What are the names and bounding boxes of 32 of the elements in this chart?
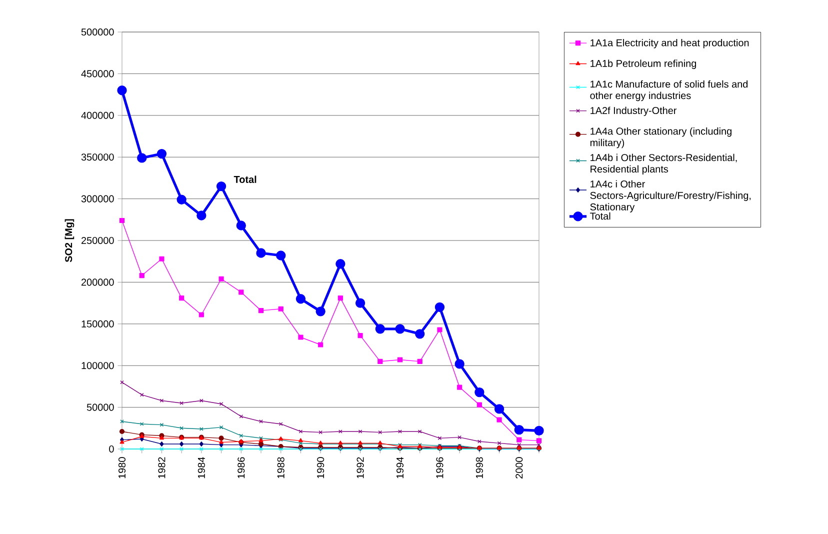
annotation: Total [234,176,256,183]
y-tick-label: 400000 [81,112,114,119]
legend-label: 1A1c Manufacture of solid fuels and other energy industries [590,80,748,102]
legend-label: 1A1b Petroleum refining [590,60,696,69]
x-tick-label: 1994 [396,457,404,478]
x-tick-label: 1996 [436,457,444,478]
legend-label: 1A4c i Other Sectors-Agriculture/Forestry/Fishing, Stationary [590,180,751,212]
y-tick-label: 500000 [81,28,114,36]
x-tick-label: 2000 [516,457,523,478]
legend-label: 1A1a Electricity and heat production [590,38,749,48]
x-tick-label: 1992 [356,457,364,478]
y-tick-label: 150000 [82,320,114,328]
legend-label: Total [590,212,610,220]
x-tick-label: 1988 [277,457,284,478]
y-tick-label: 100000 [82,362,114,370]
x-tick-label: 1998 [476,457,483,478]
y-tick-label: 350000 [81,154,114,161]
legend-label: 1A2f Industry-Other [590,106,677,116]
x-tick-label: 1982 [158,457,166,478]
y-tick-label: 50000 [86,404,114,411]
y-axis-title: SO2 [Mg] [64,219,74,262]
y-tick-label: 450000 [81,70,114,78]
y-tick-label: 300000 [81,195,114,202]
y-tick-label: 0 [109,445,114,453]
legend-label: 1A4b i Other Sectors-Residential, Residential plants [590,154,737,175]
legend-label: 1A4a Other stationary (including military) [590,127,732,148]
x-tick-label: 1980 [118,457,126,478]
x-tick-label: 1990 [317,457,324,478]
y-tick-label: 250000 [81,236,114,244]
y-tick-label: 200000 [81,278,114,286]
x-tick-label: 1984 [198,457,205,478]
x-tick-label: 1986 [238,457,245,478]
